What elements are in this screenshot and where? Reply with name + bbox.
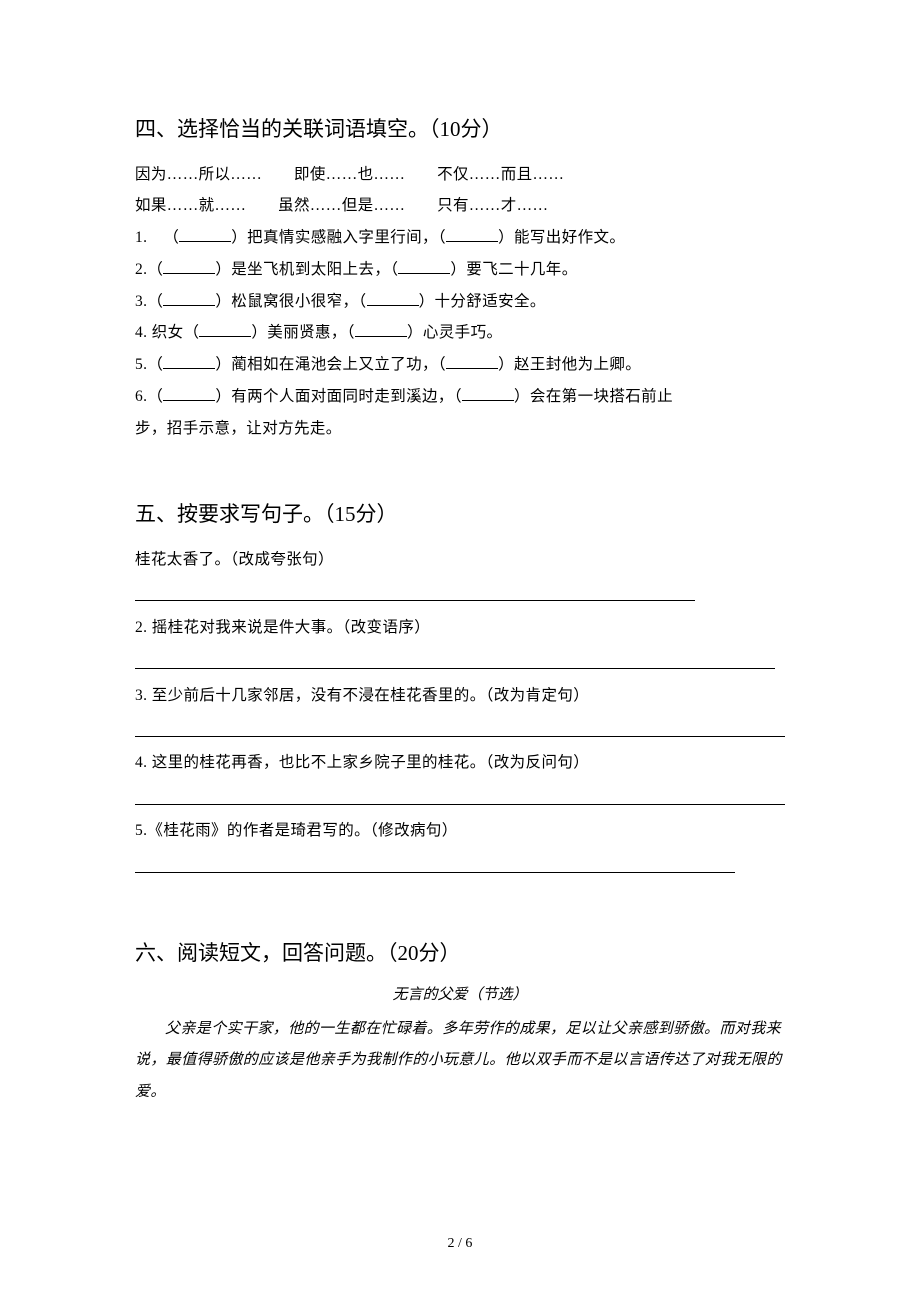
answer-line[interactable] (135, 719, 785, 737)
section4-item-6: 6.（ ）有两个人面对面同时走到溪边，（ ）会在第一块搭石前止 (135, 381, 785, 413)
item2-prefix: 2.（ (135, 261, 163, 278)
section4-title: 四、选择恰当的关联词语填空。（10分） (135, 113, 785, 147)
answer-line[interactable] (135, 855, 735, 873)
section5-item-5: 5.《桂花雨》的作者是琦君写的。（修改病句） (135, 815, 785, 847)
item6-prefix: 6.（ (135, 388, 163, 405)
answer-line[interactable] (135, 584, 695, 602)
section5-item-2: 2. 摇桂花对我来说是件大事。（改变语序） (135, 612, 785, 644)
section4-item-3: 3.（ ）松鼠窝很小很窄，（ ）十分舒适安全。 (135, 286, 785, 318)
item1-mid: ）把真情实感融入字里行间，（ (231, 229, 446, 246)
item4-suffix: ）心灵手巧。 (407, 324, 502, 341)
section4-item-2: 2.（ ）是坐飞机到太阳上去，（ ）要飞二十几年。 (135, 254, 785, 286)
section4-item-6-cont: 步，招手示意，让对方先走。 (135, 413, 785, 445)
item4-prefix: 4. 织女（ (135, 324, 199, 341)
section4-item-1: 1. （ ）把真情实感融入字里行间，（ ）能写出好作文。 (135, 222, 785, 254)
item6-suffix: ）会在第一块搭石前止 (514, 388, 673, 405)
section4-item-4: 4. 织女（ ）美丽贤惠，（ ）心灵手巧。 (135, 317, 785, 349)
item2-mid: ）是坐飞机到太阳上去，（ (215, 261, 398, 278)
section5-item-1: 桂花太香了。（改成夸张句） (135, 544, 785, 576)
item2-suffix: ）要飞二十几年。 (450, 261, 577, 278)
fill-blank[interactable] (355, 320, 407, 337)
fill-blank[interactable] (446, 352, 498, 369)
fill-blank[interactable] (367, 289, 419, 306)
item6-mid: ）有两个人面对面同时走到溪边，（ (215, 388, 462, 405)
fill-blank[interactable] (163, 289, 215, 306)
section5-item-3: 3. 至少前后十几家邻居，没有不浸在桂花香里的。（改为肯定句） (135, 680, 785, 712)
item3-mid: ）松鼠窝很小很窄，（ (215, 293, 366, 310)
page-number: 2 / 6 (0, 1236, 920, 1252)
passage-body: 父亲是个实干家，他的一生都在忙碌着。多年劳作的成果，足以让父亲感到骄傲。而对我来… (135, 1014, 785, 1109)
item3-suffix: ）十分舒适安全。 (419, 293, 546, 310)
section4-item-5: 5.（ ）蔺相如在渑池会上又立了功，（ ）赵王封他为上卿。 (135, 349, 785, 381)
section5-item-4: 4. 这里的桂花再香，也比不上家乡院子里的桂花。（改为反问句） (135, 747, 785, 779)
fill-blank[interactable] (398, 257, 450, 274)
item1-suffix: ）能写出好作文。 (498, 229, 625, 246)
item4-mid: ）美丽贤惠，（ (251, 324, 355, 341)
section6-title: 六、阅读短文，回答问题。（20分） (135, 937, 785, 971)
passage-title: 无言的父爱（节选） (135, 983, 785, 1004)
item1-prefix: 1. （ (135, 229, 179, 246)
answer-line[interactable] (135, 787, 785, 805)
fill-blank[interactable] (163, 384, 215, 401)
wordbank-line-2: 如果……就…… 虽然……但是…… 只有……才…… (135, 190, 785, 222)
item5-suffix: ）赵王封他为上卿。 (498, 356, 641, 373)
item5-prefix: 5.（ (135, 356, 163, 373)
item5-mid: ）蔺相如在渑池会上又立了功，（ (215, 356, 446, 373)
fill-blank[interactable] (163, 257, 215, 274)
fill-blank[interactable] (163, 352, 215, 369)
fill-blank[interactable] (199, 320, 251, 337)
answer-line[interactable] (135, 652, 775, 670)
fill-blank[interactable] (179, 225, 231, 242)
item3-prefix: 3.（ (135, 293, 163, 310)
fill-blank[interactable] (446, 225, 498, 242)
wordbank-line-1: 因为……所以…… 即使……也…… 不仅……而且…… (135, 159, 785, 191)
section5-title: 五、按要求写句子。（15分） (135, 498, 785, 532)
fill-blank[interactable] (462, 384, 514, 401)
